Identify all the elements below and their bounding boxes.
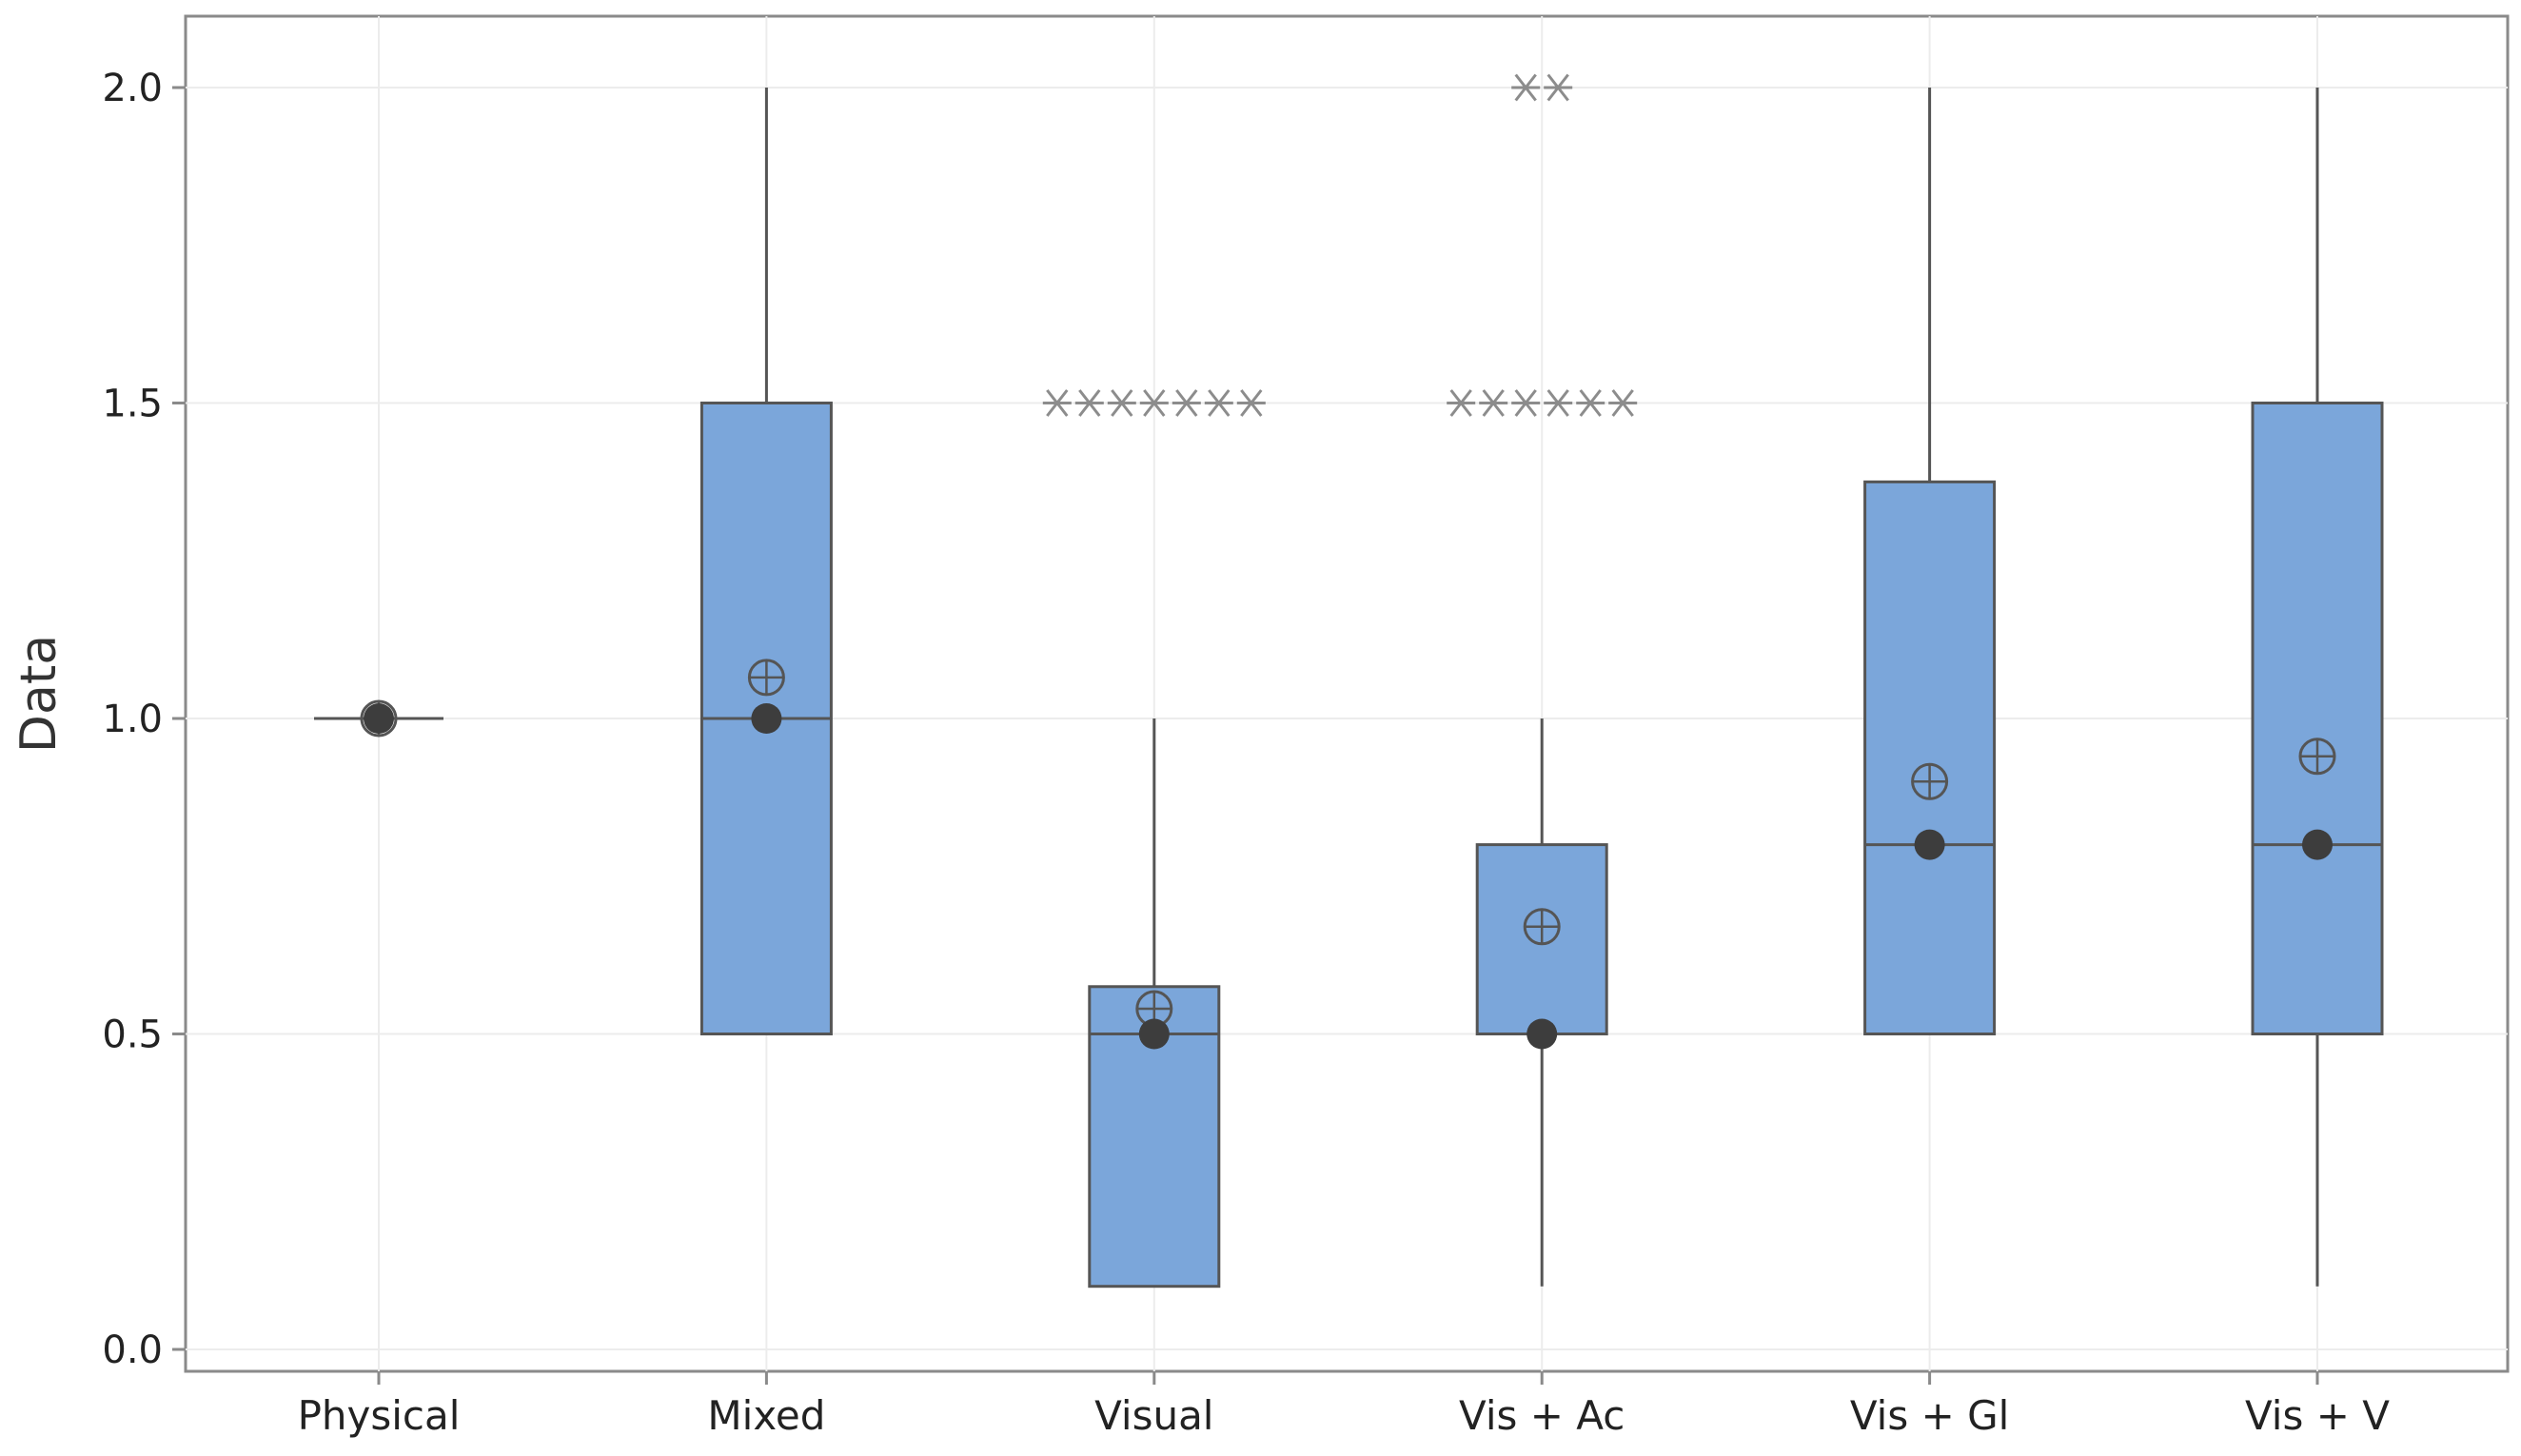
outlier-stroke [1514,73,1537,102]
y-tick-label: 1.5 [102,383,163,426]
outlier-marker [1576,389,1605,417]
outlier-stroke [1111,389,1133,417]
outlier-stroke [1579,389,1602,417]
y-tick-label: 2.0 [102,67,163,110]
outlier-stroke [1240,389,1263,417]
median-dot [2302,829,2333,860]
median-dot [1914,829,1945,860]
median-dot [1526,1018,1558,1050]
outlier-marker [1107,389,1136,417]
outlier-marker [1139,389,1169,417]
y-tick-label: 1.0 [102,698,163,741]
x-tick-label: Vis + Ac [1459,1392,1625,1439]
outlier-marker [1236,389,1266,417]
outlier-stroke [1046,389,1069,417]
box-group-mixed [699,88,833,1035]
box-iqr [1863,480,1997,1035]
box-group-vis-gl [1863,88,1997,1035]
outlier-stroke [1078,389,1101,417]
outlier-stroke [1175,389,1198,417]
axes: 0.0 0.5 1.0 1.5 2.0 Physical Mixed Visual Vis + … [102,67,2390,1439]
outlier-marker [1544,389,1573,417]
outlier-stroke [1546,73,1569,102]
x-tick-label: Visual [1094,1392,1213,1439]
outlier-marker [1511,73,1541,102]
outlier-stroke [1546,389,1569,417]
box-group-vis-v [2251,88,2384,1287]
x-tick-label: Vis + V [2245,1392,2390,1439]
outlier-marker [1042,389,1072,417]
outlier-marker [1544,73,1573,102]
outlier-marker [1511,389,1541,417]
outlier-stroke [1449,389,1472,417]
y-axis-title: Data [10,635,68,753]
outlier-marker [1204,389,1233,417]
box-group-physical [314,699,443,738]
x-tick-label: Vis + Gl [1850,1392,2009,1439]
y-tick-label: 0.5 [102,1013,163,1057]
box-group-visual [1042,389,1266,1289]
outlier-stroke [1611,389,1634,417]
y-tick-label: 0.0 [102,1328,163,1372]
outlier-marker [1074,389,1104,417]
median-dot [1138,1018,1170,1050]
outlier-marker [1172,389,1201,417]
outlier-marker [1608,389,1638,417]
plot-area [184,14,2510,1373]
median-dot [751,703,782,734]
outlier-marker [1479,389,1508,417]
outlier-stroke [1514,389,1537,417]
box-group-vis-ac [1447,73,1638,1287]
median-dot [364,703,394,734]
x-tick-label: Mixed [707,1392,825,1439]
outlier-stroke [1208,389,1231,417]
boxes [314,73,2384,1289]
box-iqr [2251,402,2384,1035]
outlier-marker [1447,389,1476,417]
outlier-stroke [1482,389,1505,417]
x-tick-label: Physical [298,1392,461,1439]
outlier-stroke [1143,389,1166,417]
